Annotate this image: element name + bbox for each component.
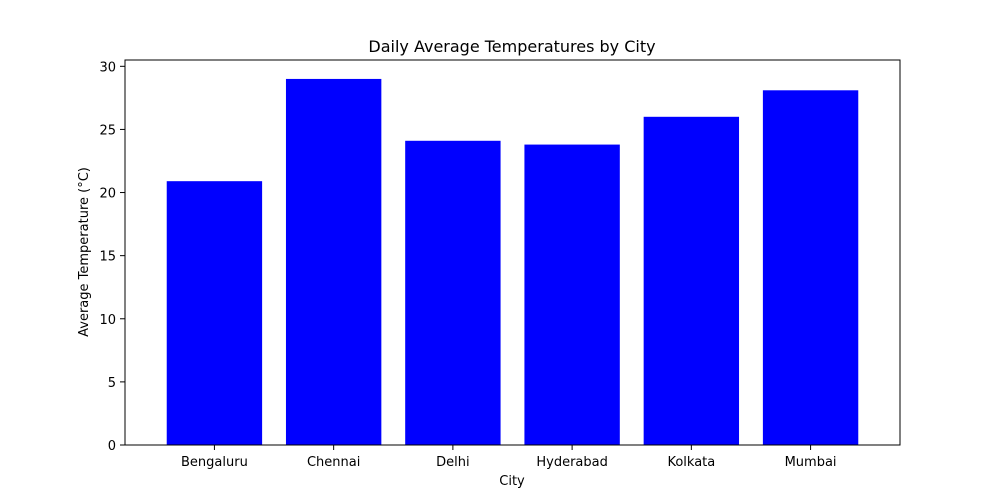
y-tick-label: 15 [99, 250, 116, 265]
x-tick-label: Hyderabad [536, 455, 608, 470]
x-tick-label: Bengaluru [181, 455, 248, 470]
y-tick-label: 0 [108, 439, 116, 454]
y-axis-ticks: 0 5 10 15 20 25 30 [99, 60, 125, 454]
bar-kolkata [643, 116, 740, 445]
y-tick-label: 30 [99, 60, 116, 75]
bar-hyderabad [524, 144, 620, 445]
x-tick-label: Delhi [436, 455, 469, 470]
x-tick-label: Mumbai [785, 455, 837, 470]
x-tick-label: Kolkata [667, 455, 715, 470]
x-axis-ticks: Bengaluru Chennai Delhi Hyderabad Kolkata Mum… [181, 445, 837, 470]
bar-chennai [285, 78, 382, 446]
x-axis-label: City [499, 474, 525, 489]
y-tick-label: 20 [99, 187, 116, 202]
y-tick-label: 10 [99, 313, 116, 328]
plot-frame [124, 59, 901, 446]
bar-bengaluru [166, 181, 263, 445]
chart-title: Daily Average Temperatures by City [368, 37, 655, 56]
bars-group [166, 78, 859, 446]
bar-delhi [405, 140, 501, 446]
y-tick-label: 25 [99, 123, 116, 138]
y-tick-label: 5 [108, 376, 116, 391]
bar-mumbai [762, 90, 859, 446]
x-tick-label: Chennai [307, 455, 360, 470]
y-axis-label: Average Temperature (°C) [77, 167, 92, 337]
